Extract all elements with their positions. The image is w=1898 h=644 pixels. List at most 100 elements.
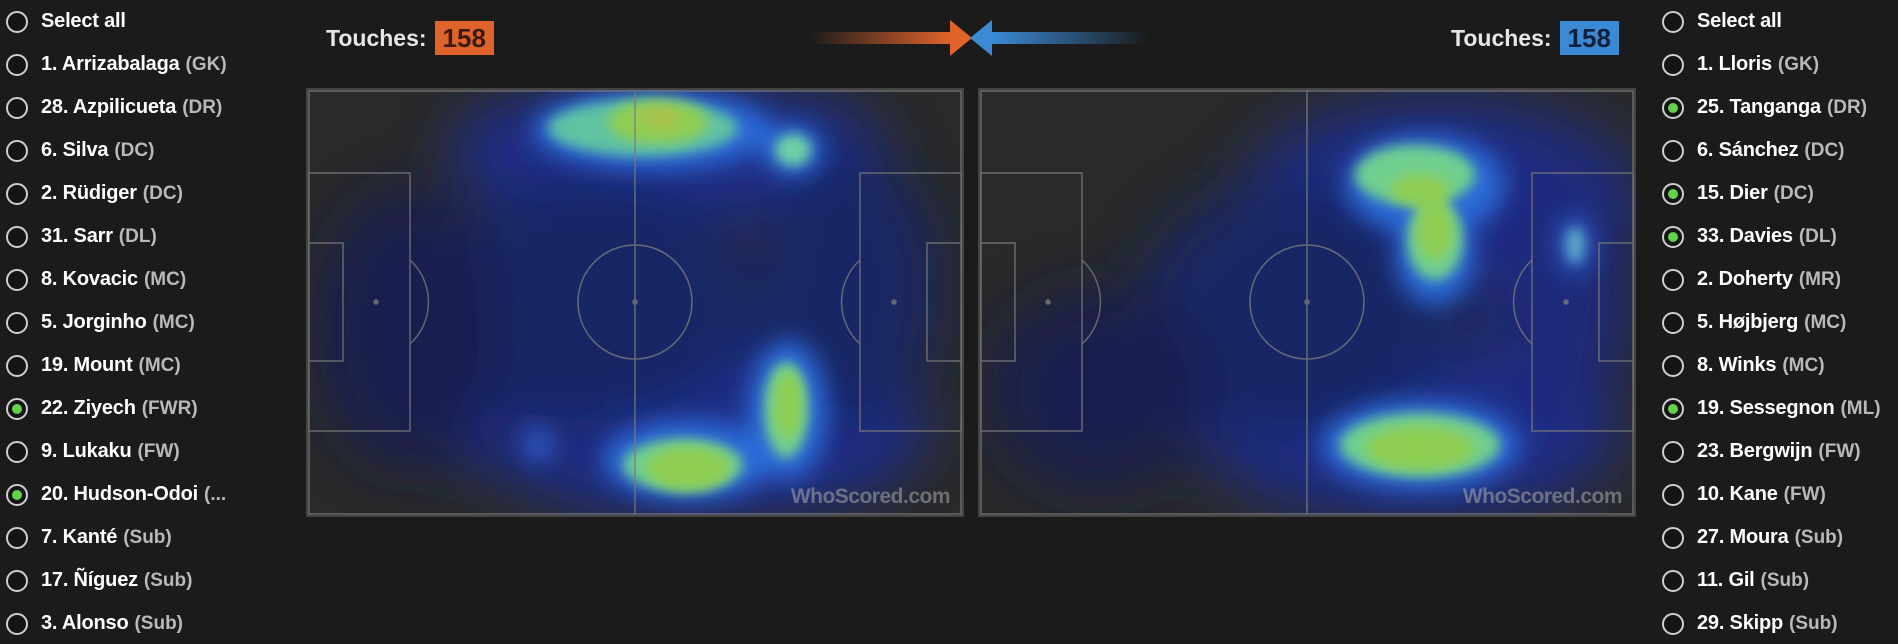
radio-button[interactable] [1662, 139, 1684, 162]
radio-button[interactable] [6, 268, 28, 291]
player-position: (MC) [1782, 354, 1825, 376]
player-position: (Sub) [1789, 612, 1838, 634]
home-player-row[interactable]: 31. Sarr (DL) [0, 215, 300, 258]
radio-button[interactable] [1662, 268, 1684, 291]
player-position: (Sub) [1794, 526, 1844, 548]
radio-button[interactable] [1662, 225, 1684, 248]
player-position: (FW) [1783, 483, 1826, 505]
player-name: 6. Sánchez [1697, 139, 1799, 161]
radio-button[interactable] [1662, 53, 1684, 76]
radio-button[interactable] [6, 612, 28, 635]
away-player-row[interactable]: 6. Sánchez (DC) [1656, 129, 1898, 172]
player-position: (FWR) [141, 397, 198, 419]
home-player-row[interactable]: 6. Silva (DC) [0, 129, 300, 172]
radio-button[interactable] [1662, 612, 1684, 635]
player-position: (MC) [152, 311, 195, 333]
radio-button[interactable] [6, 440, 28, 463]
away-player-row[interactable]: 27. Moura (Sub) [1656, 516, 1898, 559]
player-name: 10. Kane [1697, 483, 1778, 505]
player-name: 3. Alonso [41, 612, 129, 634]
player-position: (MC) [138, 354, 181, 376]
player-name: 6. Silva [41, 139, 109, 161]
away-player-row[interactable]: 2. Doherty (MR) [1656, 258, 1898, 301]
player-name: 9. Lukaku [41, 440, 132, 462]
away-player-list: Select all 1. Lloris (GK) 25. Tanganga (DR)… [1656, 0, 1898, 644]
radio-button[interactable] [6, 569, 28, 592]
radio-button[interactable] [1662, 10, 1684, 33]
radio-button[interactable] [6, 139, 28, 162]
home-heatmap [308, 90, 962, 515]
home-player-row[interactable]: 28. Azpilicueta (DR) [0, 86, 300, 129]
home-heatmap-pitch: WhoScored.com [306, 88, 964, 517]
home-player-row[interactable]: 1. Arrizabalaga (GK) [0, 43, 300, 86]
home-player-row[interactable]: 8. Kovacic (MC) [0, 258, 300, 301]
home-player-row[interactable]: 2. Rüdiger (DC) [0, 172, 300, 215]
player-position: (DR) [1826, 96, 1868, 118]
away-player-row[interactable]: 1. Lloris (GK) [1656, 43, 1898, 86]
away-player-row[interactable]: 29. Skipp (Sub) [1656, 602, 1898, 644]
away-player-row[interactable]: 5. Højbjerg (MC) [1656, 301, 1898, 344]
home-player-row[interactable]: 22. Ziyech (FWR) [0, 387, 300, 430]
radio-button[interactable] [1662, 569, 1684, 592]
away-player-row[interactable]: 11. Gil (Sub) [1656, 559, 1898, 602]
player-position: (MC) [1804, 311, 1847, 333]
radio-button[interactable] [1662, 397, 1684, 420]
player-position: (Sub) [143, 569, 193, 591]
radio-button[interactable] [6, 397, 28, 420]
radio-button[interactable] [1662, 483, 1684, 506]
home-player-row[interactable]: 9. Lukaku (FW) [0, 430, 300, 473]
select-all-label: Select all [1697, 10, 1782, 32]
away-player-row[interactable]: 33. Davies (DL) [1656, 215, 1898, 258]
home-player-row[interactable]: 20. Hudson-Odoi (... [0, 473, 300, 516]
away-select-all[interactable]: Select all [1656, 0, 1898, 43]
whoscored-watermark: WhoScored.com [1462, 485, 1623, 508]
player-position: (Sub) [134, 612, 184, 634]
radio-button[interactable] [6, 354, 28, 377]
radio-button[interactable] [6, 526, 28, 549]
pitch-lines [980, 90, 1634, 515]
radio-button[interactable] [6, 311, 28, 334]
home-player-row[interactable]: 3. Alonso (Sub) [0, 602, 300, 644]
player-name: 1. Arrizabalaga [41, 53, 180, 75]
radio-button[interactable] [6, 96, 28, 119]
away-player-row[interactable]: 8. Winks (MC) [1656, 344, 1898, 387]
radio-button[interactable] [1662, 96, 1684, 119]
radio-button[interactable] [6, 483, 28, 506]
home-player-row[interactable]: 19. Mount (MC) [0, 344, 300, 387]
radio-button[interactable] [1662, 526, 1684, 549]
player-name: 7. Kanté [41, 526, 118, 548]
away-player-row[interactable]: 10. Kane (FW) [1656, 473, 1898, 516]
radio-button[interactable] [6, 225, 28, 248]
player-position: (ML) [1840, 397, 1881, 419]
player-name: 28. Azpilicueta [41, 96, 177, 118]
radio-button[interactable] [6, 10, 28, 33]
away-heatmap [980, 90, 1634, 515]
player-position: (Sub) [1760, 569, 1810, 591]
home-player-row[interactable]: 5. Jorginho (MC) [0, 301, 300, 344]
pitch-lines [308, 90, 962, 515]
home-player-row[interactable]: 7. Kanté (Sub) [0, 516, 300, 559]
player-position: (Sub) [123, 526, 172, 548]
away-player-row[interactable]: 25. Tanganga (DR) [1656, 86, 1898, 129]
player-name: 17. Ñíguez [41, 569, 138, 591]
player-name: 19. Mount [41, 354, 133, 376]
away-player-row[interactable]: 23. Bergwijn (FW) [1656, 430, 1898, 473]
player-name: 33. Davies [1697, 225, 1793, 247]
radio-button[interactable] [1662, 311, 1684, 334]
player-name: 8. Kovacic [41, 268, 138, 290]
home-select-all[interactable]: Select all [0, 0, 300, 43]
home-player-list: Select all 1. Arrizabalaga (GK) 28. Azpili… [0, 0, 300, 644]
away-player-row[interactable]: 19. Sessegnon (ML) [1656, 387, 1898, 430]
radio-button[interactable] [6, 53, 28, 76]
radio-button[interactable] [1662, 354, 1684, 377]
touches-label: Touches: [1451, 24, 1552, 51]
radio-button[interactable] [1662, 440, 1684, 463]
home-player-row[interactable]: 17. Ñíguez (Sub) [0, 559, 300, 602]
radio-button[interactable] [6, 182, 28, 205]
home-touches: Touches: 158 [326, 20, 494, 56]
player-name: 5. Højbjerg [1697, 311, 1799, 333]
away-player-row[interactable]: 15. Dier (DC) [1656, 172, 1898, 215]
player-name: 2. Doherty [1697, 268, 1793, 290]
player-position: (DC) [1804, 139, 1845, 161]
radio-button[interactable] [1662, 182, 1684, 205]
